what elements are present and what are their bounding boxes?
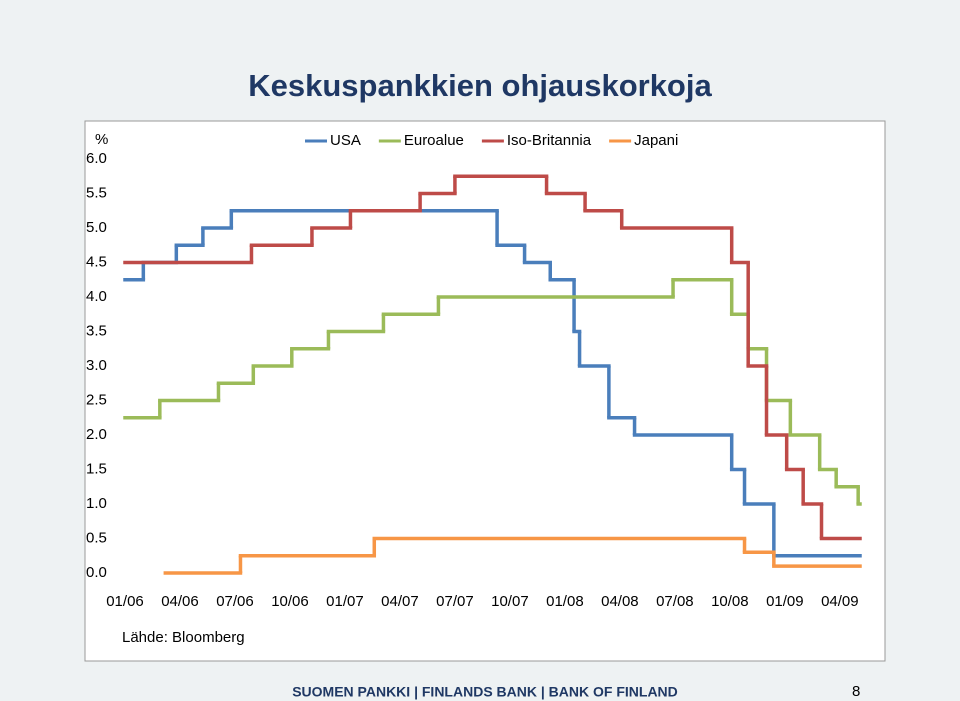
- slide-title: Keskuspankkien ohjauskorkoja: [248, 68, 712, 103]
- y-unit: %: [95, 131, 108, 148]
- x-tick-label: 04/08: [601, 593, 639, 610]
- x-tick-label: 04/09: [821, 593, 859, 610]
- x-tick-label: 10/07: [491, 593, 529, 610]
- x-tick-label: 07/08: [656, 593, 694, 610]
- legend-label: Iso-Britannia: [507, 132, 592, 149]
- y-tick-label: 0.5: [86, 529, 107, 546]
- y-tick-label: 2.5: [86, 391, 107, 408]
- x-tick-label: 04/07: [381, 593, 419, 610]
- x-tick-label: 07/06: [216, 593, 254, 610]
- source: Lähde: Bloomberg: [122, 629, 245, 646]
- page-number: 8: [852, 683, 860, 700]
- y-tick-label: 6.0: [86, 150, 107, 167]
- x-tick-label: 10/08: [711, 593, 749, 610]
- x-tick-label: 10/06: [271, 593, 309, 610]
- legend-label: Euroalue: [404, 132, 464, 149]
- footer: SUOMEN PANKKI | FINLANDS BANK | BANK OF …: [292, 684, 678, 700]
- y-tick-label: 1.0: [86, 495, 107, 512]
- y-tick-label: 2.0: [86, 426, 107, 443]
- y-tick-label: 1.5: [86, 460, 107, 477]
- y-tick-label: 4.5: [86, 253, 107, 270]
- x-tick-label: 01/09: [766, 593, 804, 610]
- y-tick-label: 5.0: [86, 219, 107, 236]
- x-tick-label: 01/06: [106, 593, 144, 610]
- legend-label: USA: [330, 132, 361, 149]
- y-tick-label: 5.5: [86, 184, 107, 201]
- y-tick-label: 4.0: [86, 288, 107, 305]
- x-tick-label: 01/07: [326, 593, 364, 610]
- x-tick-label: 01/08: [546, 593, 584, 610]
- x-tick-label: 04/06: [161, 593, 199, 610]
- legend-label: Japani: [634, 132, 678, 149]
- x-tick-label: 07/07: [436, 593, 474, 610]
- y-tick-label: 3.5: [86, 322, 107, 339]
- y-tick-label: 3.0: [86, 357, 107, 374]
- y-tick-label: 0.0: [86, 564, 107, 581]
